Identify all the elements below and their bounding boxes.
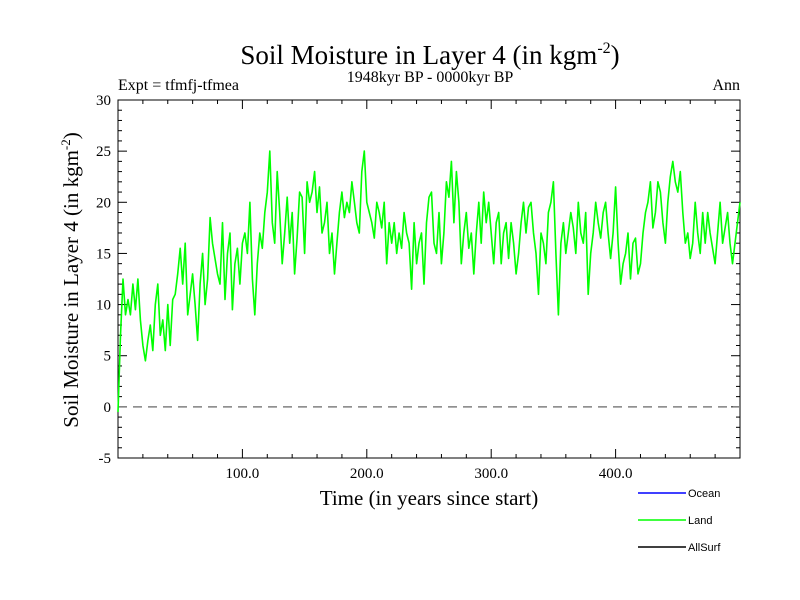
chart-subtitle: 1948kyr BP - 0000kyr BP [347, 69, 514, 86]
x-tick-label: 100.0 [226, 466, 260, 482]
season-label: Ann [712, 77, 740, 94]
y-tick-label: 20 [96, 195, 111, 211]
chart-title: Soil Moisture in Layer 4 (in kgm-2) [240, 40, 619, 70]
axis-ticks [118, 99, 740, 459]
x-tick-label: 400.0 [599, 466, 633, 482]
legend-label-allsurf: AllSurf [688, 542, 721, 554]
x-tick-label: 300.0 [474, 466, 508, 482]
y-tick-label: -5 [99, 451, 112, 467]
plot-frame [117, 99, 741, 459]
legend-label-ocean: Ocean [688, 488, 720, 500]
experiment-label: Expt = tfmfj-tfmea [118, 77, 239, 94]
y-tick-label: 30 [96, 93, 111, 109]
y-tick-label: 25 [96, 144, 111, 160]
y-axis-title: Soil Moisture in Layer 4 (in kgm-2) [58, 132, 83, 427]
y-tick-labels: -5 0 5 10 15 20 25 30 [96, 93, 111, 467]
x-axis-title: Time (in years since start) [320, 486, 539, 510]
y-tick-label: 5 [104, 349, 112, 365]
legend-label-land: Land [688, 515, 712, 527]
x-tick-labels: 100.0 200.0 300.0 400.0 [226, 466, 633, 482]
y-tick-label: 10 [96, 298, 111, 314]
legend: Ocean Land AllSurf [638, 488, 721, 554]
x-tick-label: 200.0 [350, 466, 384, 482]
series-line-land [117, 150, 741, 413]
y-tick-label: 0 [104, 400, 112, 416]
y-tick-label: 15 [96, 246, 111, 262]
